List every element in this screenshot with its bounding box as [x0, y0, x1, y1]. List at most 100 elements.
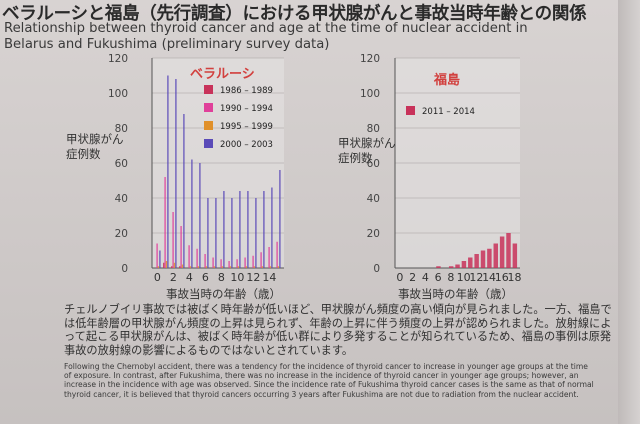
description-english: Following the Chernobyl accident, there …: [64, 362, 594, 399]
fukushima-bar: [474, 254, 479, 268]
belarus-legend-swatch: [204, 139, 213, 148]
belarus-legend-label: 1995 – 1999: [220, 122, 273, 132]
belarus-bar: [269, 266, 272, 268]
belarus-bar: [277, 266, 280, 268]
fukushima-y-tick-label: 40: [367, 193, 380, 205]
belarus-bar: [221, 266, 224, 268]
belarus-bar: [171, 266, 173, 268]
fukushima-legend-swatch: [406, 106, 415, 115]
belarus-legend-label: 2000 – 2003: [220, 140, 273, 150]
belarus-x-tick-label: 14: [262, 271, 276, 284]
belarus-y-axis-label: 甲状腺がん 症例数: [66, 132, 124, 161]
belarus-legend-swatch: [204, 103, 213, 112]
belarus-legend-swatch: [204, 121, 213, 130]
belarus-bar: [164, 177, 166, 268]
fukushima-bar: [493, 243, 498, 268]
belarus-bar: [167, 75, 169, 268]
belarus-bar: [231, 198, 233, 268]
fukushima-bar: [506, 233, 511, 268]
belarus-bar: [179, 266, 181, 268]
belarus-x-tick-label: 2: [170, 271, 177, 284]
belarus-bar: [175, 79, 177, 268]
fukushima-bar: [461, 261, 467, 268]
belarus-bar: [156, 243, 158, 268]
belarus-bar: [213, 266, 216, 268]
belarus-bar: [228, 261, 230, 268]
belarus-bar: [205, 266, 208, 268]
title-english: Relationship between thyroid cancer and …: [4, 21, 528, 52]
belarus-bar: [172, 212, 174, 268]
fukushima-x-tick-label: 12: [469, 271, 483, 284]
title-japanese: ベラルーシと福島（先行調査）における甲状腺がんと事故当時年齢との関係: [2, 4, 587, 24]
belarus-bar: [197, 266, 200, 268]
belarus-bar: [180, 226, 182, 268]
belarus-bar: [260, 252, 262, 268]
belarus-bar: [276, 241, 278, 268]
panel-frame-edge: [618, 0, 640, 424]
fukushima-y-tick-label: 60: [367, 158, 380, 170]
belarus-bar: [207, 198, 209, 268]
fukushima-x-axis-label: 事故当時の年齢（歳）: [398, 287, 513, 301]
belarus-bar: [181, 264, 184, 268]
belarus-y-tick-label: 0: [121, 263, 128, 275]
fukushima-bar: [436, 266, 441, 268]
belarus-bar: [253, 266, 256, 268]
belarus-bar: [263, 191, 265, 268]
belarus-bar: [159, 250, 161, 268]
fukushima-bar: [448, 266, 454, 268]
belarus-bar: [183, 114, 185, 268]
belarus-bar: [261, 266, 264, 268]
fukushima-bar: [455, 264, 460, 268]
belarus-bar: [212, 257, 214, 268]
fukushima-x-tick-label: 16: [495, 271, 509, 284]
fukushima-y-tick-label: 20: [367, 228, 380, 240]
belarus-bar: [237, 266, 240, 268]
belarus-bar: [204, 254, 206, 268]
belarus-y-tick-label: 120: [108, 53, 128, 65]
belarus-bar: [188, 245, 190, 268]
belarus-bar: [245, 266, 248, 268]
fukushima-y-axis-label: 甲状腺がん 症例数: [338, 136, 396, 165]
fukushima-x-tick-label: 2: [409, 271, 416, 284]
fukushima-x-tick-label: 8: [447, 271, 454, 284]
belarus-legend-label: 1986 – 1989: [220, 86, 273, 96]
belarus-bar: [229, 266, 232, 268]
belarus-bar: [271, 187, 273, 268]
belarus-x-tick-label: 12: [246, 271, 260, 284]
belarus-bar: [247, 191, 249, 268]
belarus-bar: [215, 198, 217, 268]
fukushima-x-tick-label: 0: [396, 271, 403, 284]
belarus-x-tick-label: 10: [230, 271, 244, 284]
belarus-x-tick-label: 4: [186, 271, 193, 284]
belarus-y-tick-label: 60: [115, 158, 128, 170]
belarus-y-tick-label: 40: [115, 193, 128, 205]
fukushima-legend-label: 2011 – 2014: [422, 107, 475, 117]
fukushima-bar: [499, 236, 505, 268]
belarus-y-tick-label: 20: [115, 228, 128, 240]
belarus-bar: [239, 191, 241, 268]
belarus-y-tick-label: 100: [108, 88, 128, 100]
belarus-bar: [199, 163, 201, 268]
fukushima-x-tick-label: 6: [435, 271, 442, 284]
fukushima-y-tick-label: 80: [367, 123, 380, 135]
belarus-x-tick-label: 6: [202, 271, 209, 284]
fukushima-y-tick-label: 120: [360, 53, 380, 65]
belarus-bar: [165, 261, 168, 268]
fukushima-bar: [480, 250, 486, 268]
belarus-bar: [220, 259, 222, 268]
belarus-bar: [279, 170, 281, 268]
belarus-bar: [191, 159, 193, 268]
belarus-x-axis-label: 事故当時の年齢（歳）: [166, 287, 281, 301]
belarus-bar: [223, 191, 225, 268]
belarus-bar: [157, 266, 160, 268]
belarus-legend-swatch: [204, 85, 213, 94]
belarus-y-tick-label: 80: [115, 123, 128, 135]
belarus-chart-title: ベラルーシ: [190, 67, 255, 82]
belarus-x-tick-label: 0: [154, 271, 161, 284]
belarus-bar: [268, 247, 270, 268]
fukushima-x-tick-label: 4: [422, 271, 429, 284]
belarus-bar: [189, 266, 192, 268]
